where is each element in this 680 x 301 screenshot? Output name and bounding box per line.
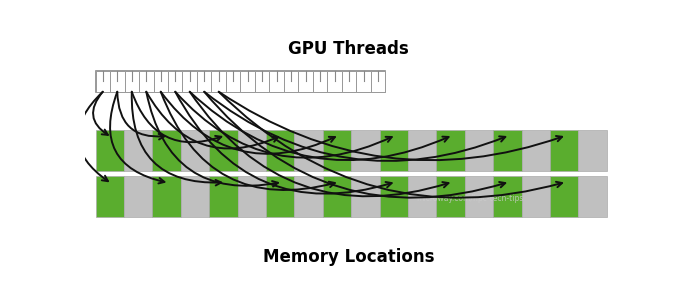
- FancyArrowPatch shape: [160, 92, 335, 154]
- FancyArrowPatch shape: [175, 92, 392, 158]
- FancyBboxPatch shape: [408, 130, 437, 171]
- FancyBboxPatch shape: [211, 71, 226, 92]
- FancyBboxPatch shape: [168, 71, 182, 92]
- FancyArrowPatch shape: [146, 92, 278, 148]
- FancyBboxPatch shape: [522, 130, 550, 171]
- FancyBboxPatch shape: [95, 130, 124, 171]
- FancyBboxPatch shape: [266, 130, 294, 171]
- FancyBboxPatch shape: [550, 130, 578, 171]
- FancyBboxPatch shape: [437, 176, 464, 217]
- FancyBboxPatch shape: [408, 176, 437, 217]
- FancyBboxPatch shape: [226, 71, 241, 92]
- Text: GPU Threads: GPU Threads: [288, 40, 409, 57]
- FancyArrowPatch shape: [190, 92, 448, 196]
- FancyBboxPatch shape: [356, 71, 371, 92]
- FancyArrowPatch shape: [204, 92, 505, 198]
- FancyArrowPatch shape: [146, 92, 278, 187]
- FancyBboxPatch shape: [464, 130, 493, 171]
- FancyArrowPatch shape: [190, 92, 449, 160]
- FancyBboxPatch shape: [209, 176, 237, 217]
- FancyBboxPatch shape: [237, 176, 266, 217]
- FancyBboxPatch shape: [209, 130, 237, 171]
- FancyBboxPatch shape: [522, 176, 550, 217]
- FancyArrowPatch shape: [160, 92, 335, 190]
- FancyBboxPatch shape: [237, 130, 266, 171]
- FancyArrowPatch shape: [78, 92, 108, 181]
- FancyArrowPatch shape: [93, 92, 108, 135]
- FancyBboxPatch shape: [294, 130, 323, 171]
- FancyBboxPatch shape: [464, 176, 493, 217]
- FancyBboxPatch shape: [342, 71, 356, 92]
- FancyBboxPatch shape: [182, 71, 197, 92]
- FancyBboxPatch shape: [152, 176, 181, 217]
- FancyBboxPatch shape: [578, 130, 607, 171]
- FancyBboxPatch shape: [313, 71, 327, 92]
- FancyBboxPatch shape: [241, 71, 255, 92]
- FancyBboxPatch shape: [550, 176, 578, 217]
- FancyBboxPatch shape: [379, 176, 408, 217]
- FancyBboxPatch shape: [299, 71, 313, 92]
- FancyBboxPatch shape: [269, 71, 284, 92]
- FancyArrowPatch shape: [219, 92, 562, 160]
- Text: Memory Locations: Memory Locations: [262, 247, 435, 265]
- FancyBboxPatch shape: [181, 176, 209, 217]
- FancyArrowPatch shape: [175, 92, 392, 194]
- FancyBboxPatch shape: [124, 130, 152, 171]
- FancyBboxPatch shape: [578, 176, 607, 217]
- FancyBboxPatch shape: [327, 71, 342, 92]
- FancyBboxPatch shape: [95, 71, 386, 92]
- FancyBboxPatch shape: [124, 176, 152, 217]
- FancyBboxPatch shape: [351, 176, 379, 217]
- FancyBboxPatch shape: [197, 71, 211, 92]
- FancyBboxPatch shape: [95, 176, 124, 217]
- FancyBboxPatch shape: [437, 130, 464, 171]
- FancyBboxPatch shape: [379, 130, 408, 171]
- FancyArrowPatch shape: [132, 92, 221, 142]
- FancyArrowPatch shape: [117, 92, 165, 139]
- FancyBboxPatch shape: [255, 71, 269, 92]
- FancyBboxPatch shape: [371, 71, 386, 92]
- FancyBboxPatch shape: [181, 130, 209, 171]
- FancyBboxPatch shape: [323, 176, 351, 217]
- FancyBboxPatch shape: [95, 71, 110, 92]
- FancyBboxPatch shape: [294, 176, 323, 217]
- FancyBboxPatch shape: [124, 71, 139, 92]
- FancyArrowPatch shape: [132, 92, 221, 185]
- FancyBboxPatch shape: [266, 176, 294, 217]
- FancyBboxPatch shape: [110, 71, 124, 92]
- FancyBboxPatch shape: [493, 176, 522, 217]
- FancyBboxPatch shape: [323, 130, 351, 171]
- FancyBboxPatch shape: [152, 130, 181, 171]
- FancyBboxPatch shape: [351, 130, 379, 171]
- FancyArrowPatch shape: [204, 92, 505, 161]
- Text: microway.com/hpc-tech-tips: microway.com/hpc-tech-tips: [416, 194, 524, 203]
- FancyBboxPatch shape: [139, 71, 154, 92]
- FancyArrowPatch shape: [219, 92, 562, 198]
- FancyBboxPatch shape: [154, 71, 168, 92]
- FancyArrowPatch shape: [110, 92, 165, 183]
- FancyBboxPatch shape: [493, 130, 522, 171]
- FancyBboxPatch shape: [284, 71, 299, 92]
